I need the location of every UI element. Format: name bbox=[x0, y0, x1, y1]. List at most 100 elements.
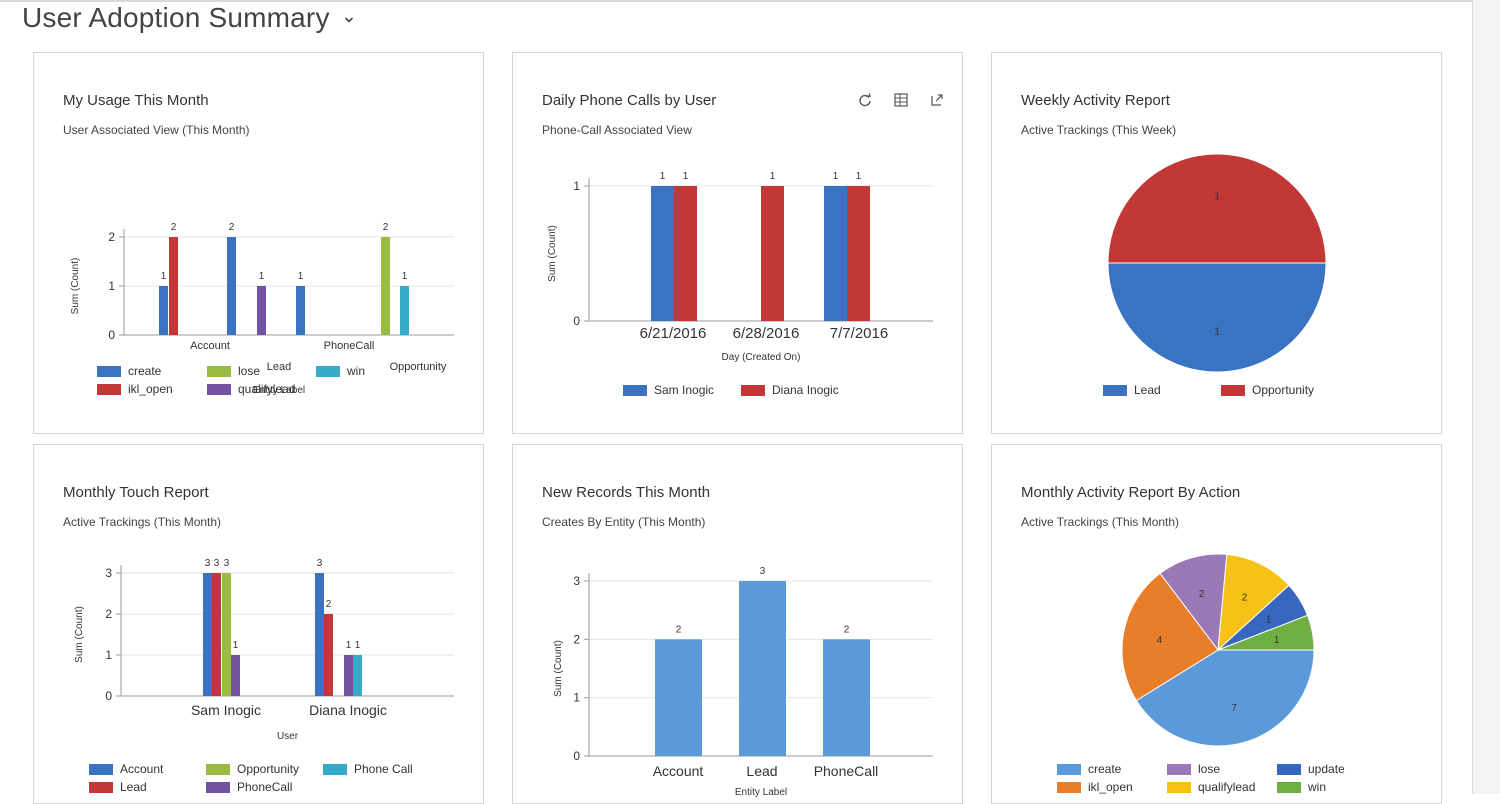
dashboard-card-activity-by-action: Monthly Activity Report By Action Active… bbox=[991, 444, 1442, 804]
x-tick-label: Account bbox=[190, 340, 230, 352]
legend-swatch bbox=[1167, 763, 1191, 775]
activity-by-action-pie-chart: 7 4 2 2 11 bbox=[1121, 553, 1315, 747]
x-tick-label: Account bbox=[653, 763, 704, 779]
legend-swatch bbox=[1167, 781, 1191, 793]
data-label: 3 bbox=[205, 558, 211, 569]
legend-item[interactable]: win bbox=[316, 364, 365, 378]
legend-item[interactable]: update bbox=[1277, 762, 1345, 776]
legend-label: qualifylead bbox=[238, 382, 296, 396]
legend-item[interactable]: win bbox=[1277, 780, 1326, 794]
legend-label: Phone Call bbox=[354, 762, 413, 776]
y-axis-title: Sum (Count) bbox=[70, 258, 81, 315]
legend-item[interactable]: Lead bbox=[89, 780, 147, 794]
y-tick-label: 3 bbox=[573, 574, 580, 588]
bar bbox=[344, 655, 353, 696]
legend-item[interactable]: create bbox=[97, 364, 161, 378]
bar bbox=[400, 286, 409, 335]
legend-label: win bbox=[1308, 780, 1327, 794]
legend-swatch bbox=[1221, 384, 1245, 396]
y-tick-label: 1 bbox=[573, 691, 580, 705]
legend-item[interactable]: ikl_open bbox=[1057, 780, 1133, 794]
data-label: 3 bbox=[214, 558, 220, 569]
y-tick-label: 1 bbox=[573, 179, 580, 193]
data-label: 3 bbox=[760, 566, 766, 577]
data-label: 1 bbox=[683, 171, 689, 182]
card-subtitle[interactable]: Active Trackings (This Month) bbox=[1021, 515, 1180, 529]
x-tick-label: 6/21/2016 bbox=[640, 325, 707, 342]
dashboard-card-my-usage: My Usage This Month User Associated View… bbox=[33, 52, 484, 434]
legend-swatch bbox=[97, 365, 121, 377]
y-tick-label: 2 bbox=[108, 230, 115, 244]
legend-item[interactable]: Phone Call bbox=[323, 762, 413, 776]
x-tick-label: Lead bbox=[267, 361, 291, 373]
daily-phone-calls-bar-chart: 0 1 Sum (Count) 6/21/2016 6/28/2016 7/7/2016 D… bbox=[547, 171, 933, 363]
bar bbox=[847, 186, 870, 321]
legend-label: ikl_open bbox=[128, 382, 173, 396]
legend-swatch bbox=[316, 365, 340, 377]
page-header: User Adoption Summary bbox=[22, 0, 354, 36]
x-tick-label: Diana Inogic bbox=[309, 702, 387, 718]
data-label: 4 bbox=[1157, 635, 1163, 646]
legend-item[interactable]: lose bbox=[1167, 762, 1220, 776]
data-label: 2 bbox=[844, 624, 850, 635]
bar bbox=[227, 237, 236, 335]
card-subtitle[interactable]: Phone-Call Associated View bbox=[542, 123, 692, 137]
legend-label: Opportunity bbox=[237, 762, 300, 776]
pie-slice bbox=[1107, 262, 1327, 373]
legend-item[interactable]: Opportunity bbox=[206, 762, 299, 776]
card-subtitle[interactable]: User Associated View (This Month) bbox=[63, 123, 250, 137]
legend-item[interactable]: Sam Inogic bbox=[623, 383, 714, 397]
y-tick-label: 1 bbox=[105, 648, 112, 662]
legend-item[interactable]: Lead bbox=[1103, 383, 1161, 397]
legend-swatch bbox=[206, 781, 230, 793]
chevron-down-icon[interactable] bbox=[344, 15, 354, 25]
legend-label: update bbox=[1308, 762, 1345, 776]
data-label: 1 bbox=[161, 271, 167, 282]
x-tick-label: Lead bbox=[746, 763, 777, 779]
bar bbox=[655, 639, 702, 756]
weekly-activity-pie-chart: 11 bbox=[1107, 153, 1327, 373]
refresh-icon[interactable] bbox=[858, 93, 872, 107]
data-label: 1 bbox=[402, 271, 408, 282]
legend-item[interactable]: qualifylead bbox=[1167, 780, 1255, 794]
y-tick-label: 3 bbox=[105, 566, 112, 580]
legend-swatch bbox=[1103, 384, 1127, 396]
card-subtitle[interactable]: Active Trackings (This Week) bbox=[1021, 123, 1177, 137]
y-tick-label: 2 bbox=[573, 632, 580, 646]
data-label: 1 bbox=[233, 640, 239, 651]
y-axis-title: Sum (Count) bbox=[553, 640, 564, 697]
data-label: 1 bbox=[1274, 635, 1280, 646]
legend-item[interactable]: PhoneCall bbox=[206, 780, 292, 794]
y-tick-label: 1 bbox=[108, 279, 115, 293]
legend-item[interactable]: Opportunity bbox=[1221, 383, 1314, 397]
legend-label: PhoneCall bbox=[237, 780, 293, 794]
legend-item[interactable]: qualifylead bbox=[207, 382, 295, 396]
x-tick-label: 6/28/2016 bbox=[733, 325, 800, 342]
legend-swatch bbox=[207, 365, 231, 377]
legend-swatch bbox=[89, 781, 113, 793]
legend-item[interactable]: create bbox=[1057, 762, 1121, 776]
view-records-icon[interactable] bbox=[894, 93, 908, 107]
bar bbox=[231, 655, 240, 696]
card-subtitle[interactable]: Active Trackings (This Month) bbox=[63, 515, 222, 529]
x-axis-title: Entity Label bbox=[735, 787, 787, 798]
y-tick-label: 0 bbox=[108, 328, 115, 342]
dashboard-card-monthly-touch: Monthly Touch Report Active Trackings (T… bbox=[33, 444, 484, 804]
data-label: 2 bbox=[1242, 593, 1248, 604]
y-tick-label: 0 bbox=[105, 689, 112, 703]
legend-swatch bbox=[741, 384, 765, 396]
legend-item[interactable]: Diana Inogic bbox=[741, 383, 839, 397]
scrollbar[interactable] bbox=[1472, 0, 1500, 794]
expand-chart-icon[interactable] bbox=[930, 93, 944, 107]
legend-label: win bbox=[347, 364, 366, 378]
legend-item[interactable]: Account bbox=[89, 762, 163, 776]
data-label: 1 bbox=[259, 271, 265, 282]
data-label: 7 bbox=[1232, 703, 1238, 714]
card-subtitle[interactable]: Creates By Entity (This Month) bbox=[542, 515, 706, 529]
x-axis-title: User bbox=[277, 731, 299, 742]
legend-item[interactable]: lose bbox=[207, 364, 260, 378]
card-title: Monthly Activity Report By Action bbox=[1021, 484, 1241, 501]
legend-item[interactable]: ikl_open bbox=[97, 382, 173, 396]
x-tick-label: Opportunity bbox=[390, 361, 447, 373]
y-tick-label: 0 bbox=[573, 314, 580, 328]
